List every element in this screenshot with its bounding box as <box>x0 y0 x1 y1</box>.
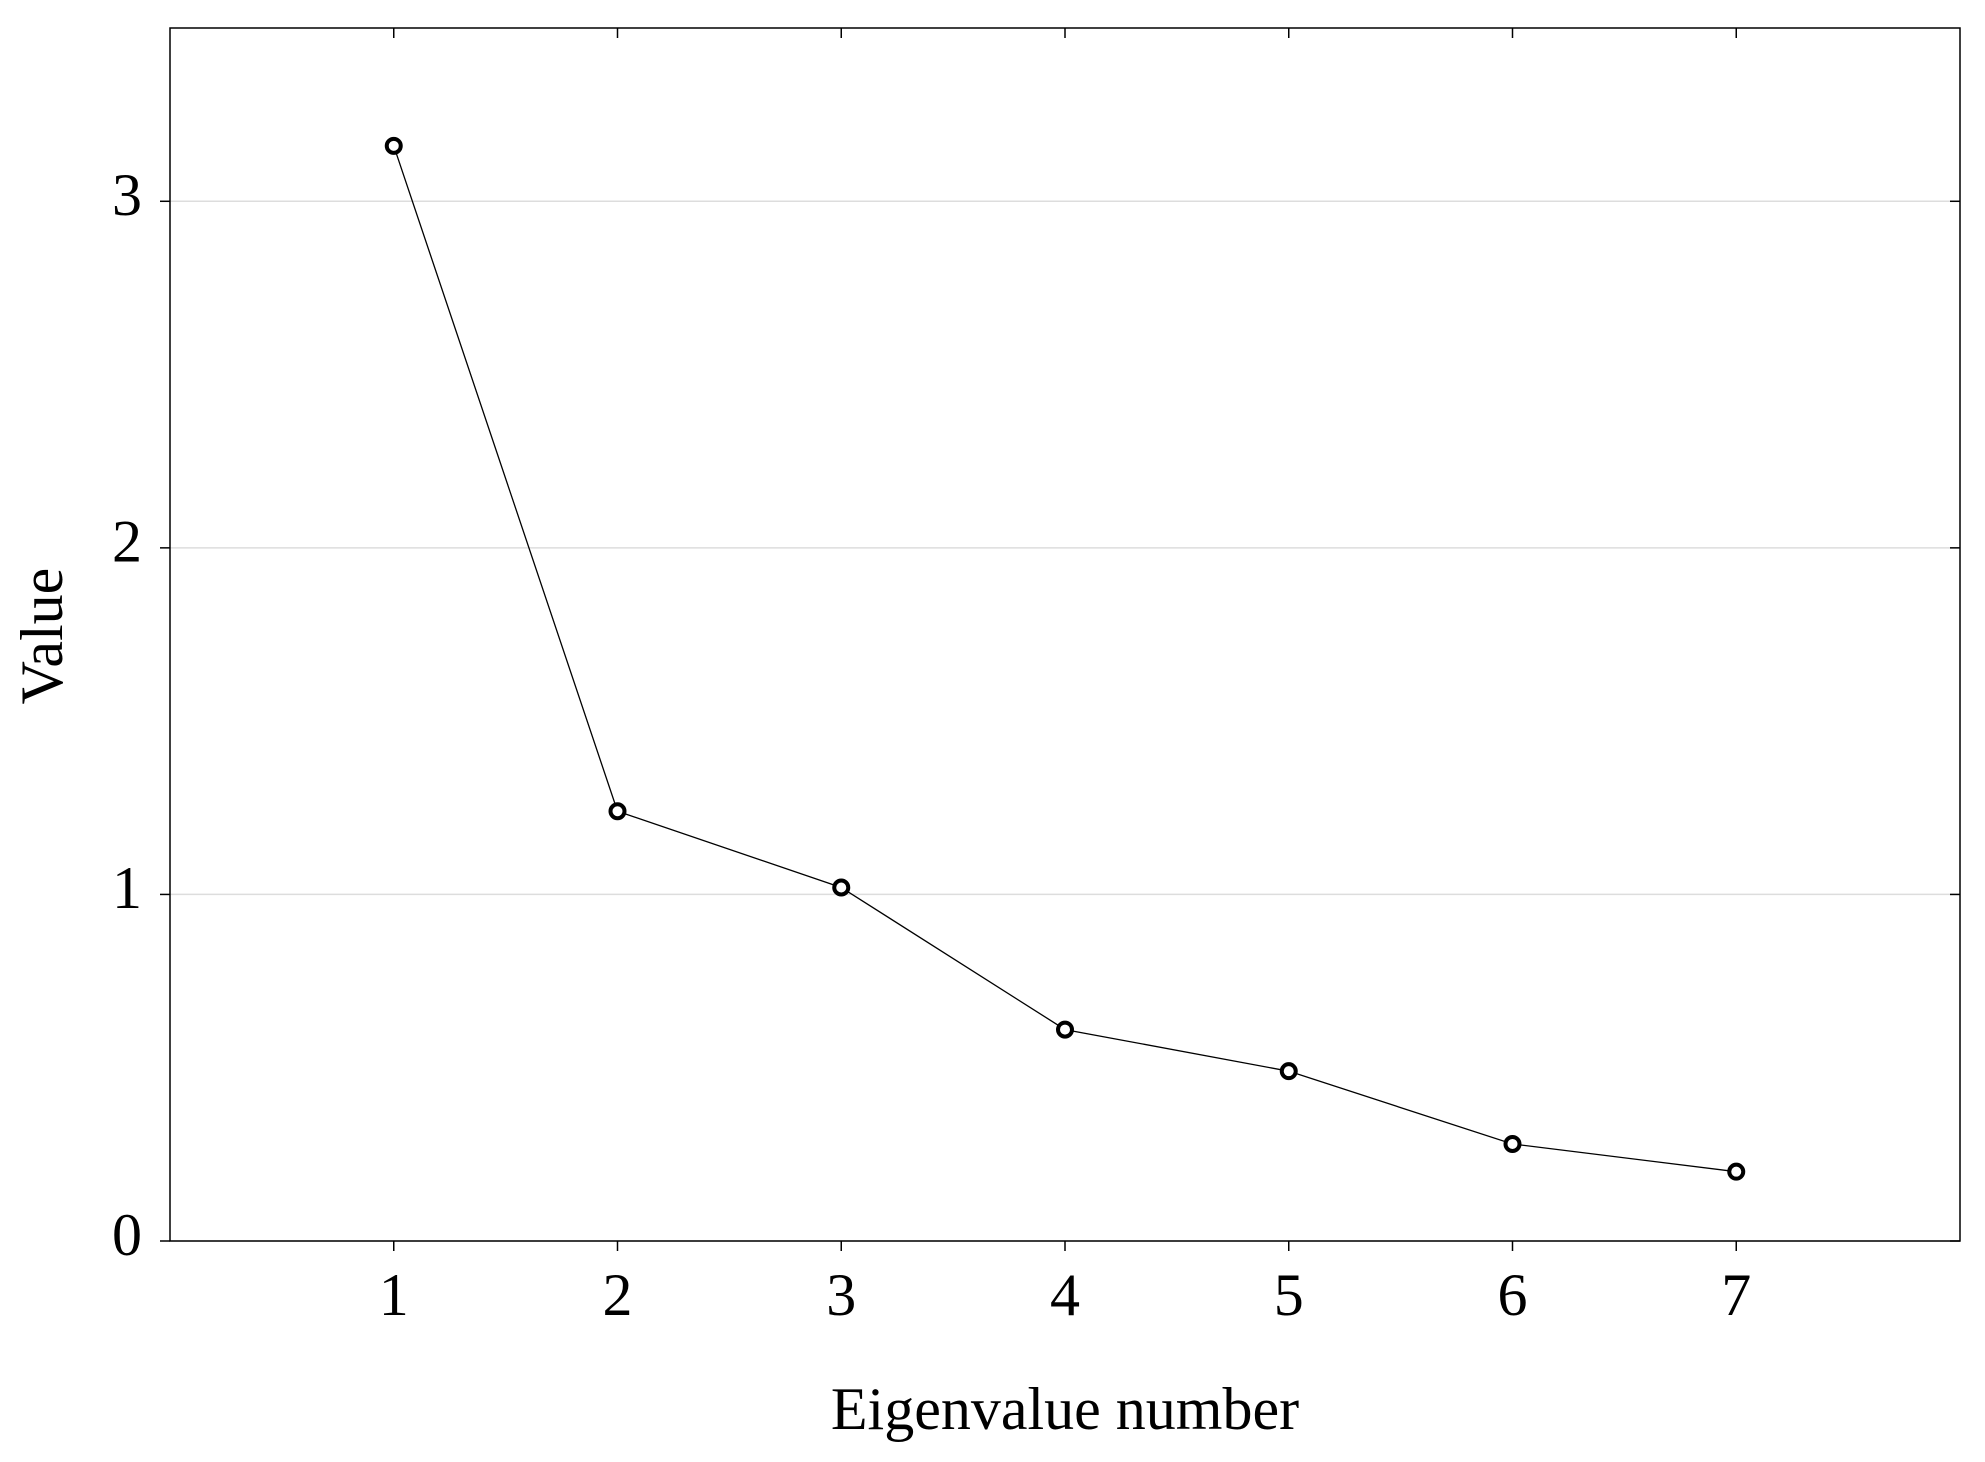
x-tick-label: 6 <box>1498 1262 1528 1328</box>
y-tick-label: 2 <box>112 509 142 575</box>
point-marker <box>1503 1134 1522 1153</box>
point-marker <box>1727 1162 1746 1181</box>
point-marker <box>1279 1062 1298 1081</box>
plot-frame <box>169 27 1961 1242</box>
point-marker <box>832 878 851 897</box>
y-axis-title: Value <box>9 568 75 705</box>
y-tick-label: 3 <box>112 162 142 228</box>
y-tick-label: 0 <box>112 1202 142 1268</box>
x-axis-title: Eigenvalue number <box>831 1376 1299 1442</box>
series-line <box>393 145 1737 1173</box>
point-marker <box>608 802 627 821</box>
x-tick-label: 4 <box>1050 1262 1080 1328</box>
x-tick-label: 1 <box>379 1262 409 1328</box>
x-tick-label: 3 <box>826 1262 856 1328</box>
x-tick-label: 5 <box>1274 1262 1304 1328</box>
x-tick-label: 7 <box>1721 1262 1751 1328</box>
point-marker <box>384 136 403 155</box>
point-marker <box>1056 1020 1074 1039</box>
x-tick-label: 2 <box>603 1262 633 1328</box>
y-tick-label: 1 <box>112 855 142 921</box>
